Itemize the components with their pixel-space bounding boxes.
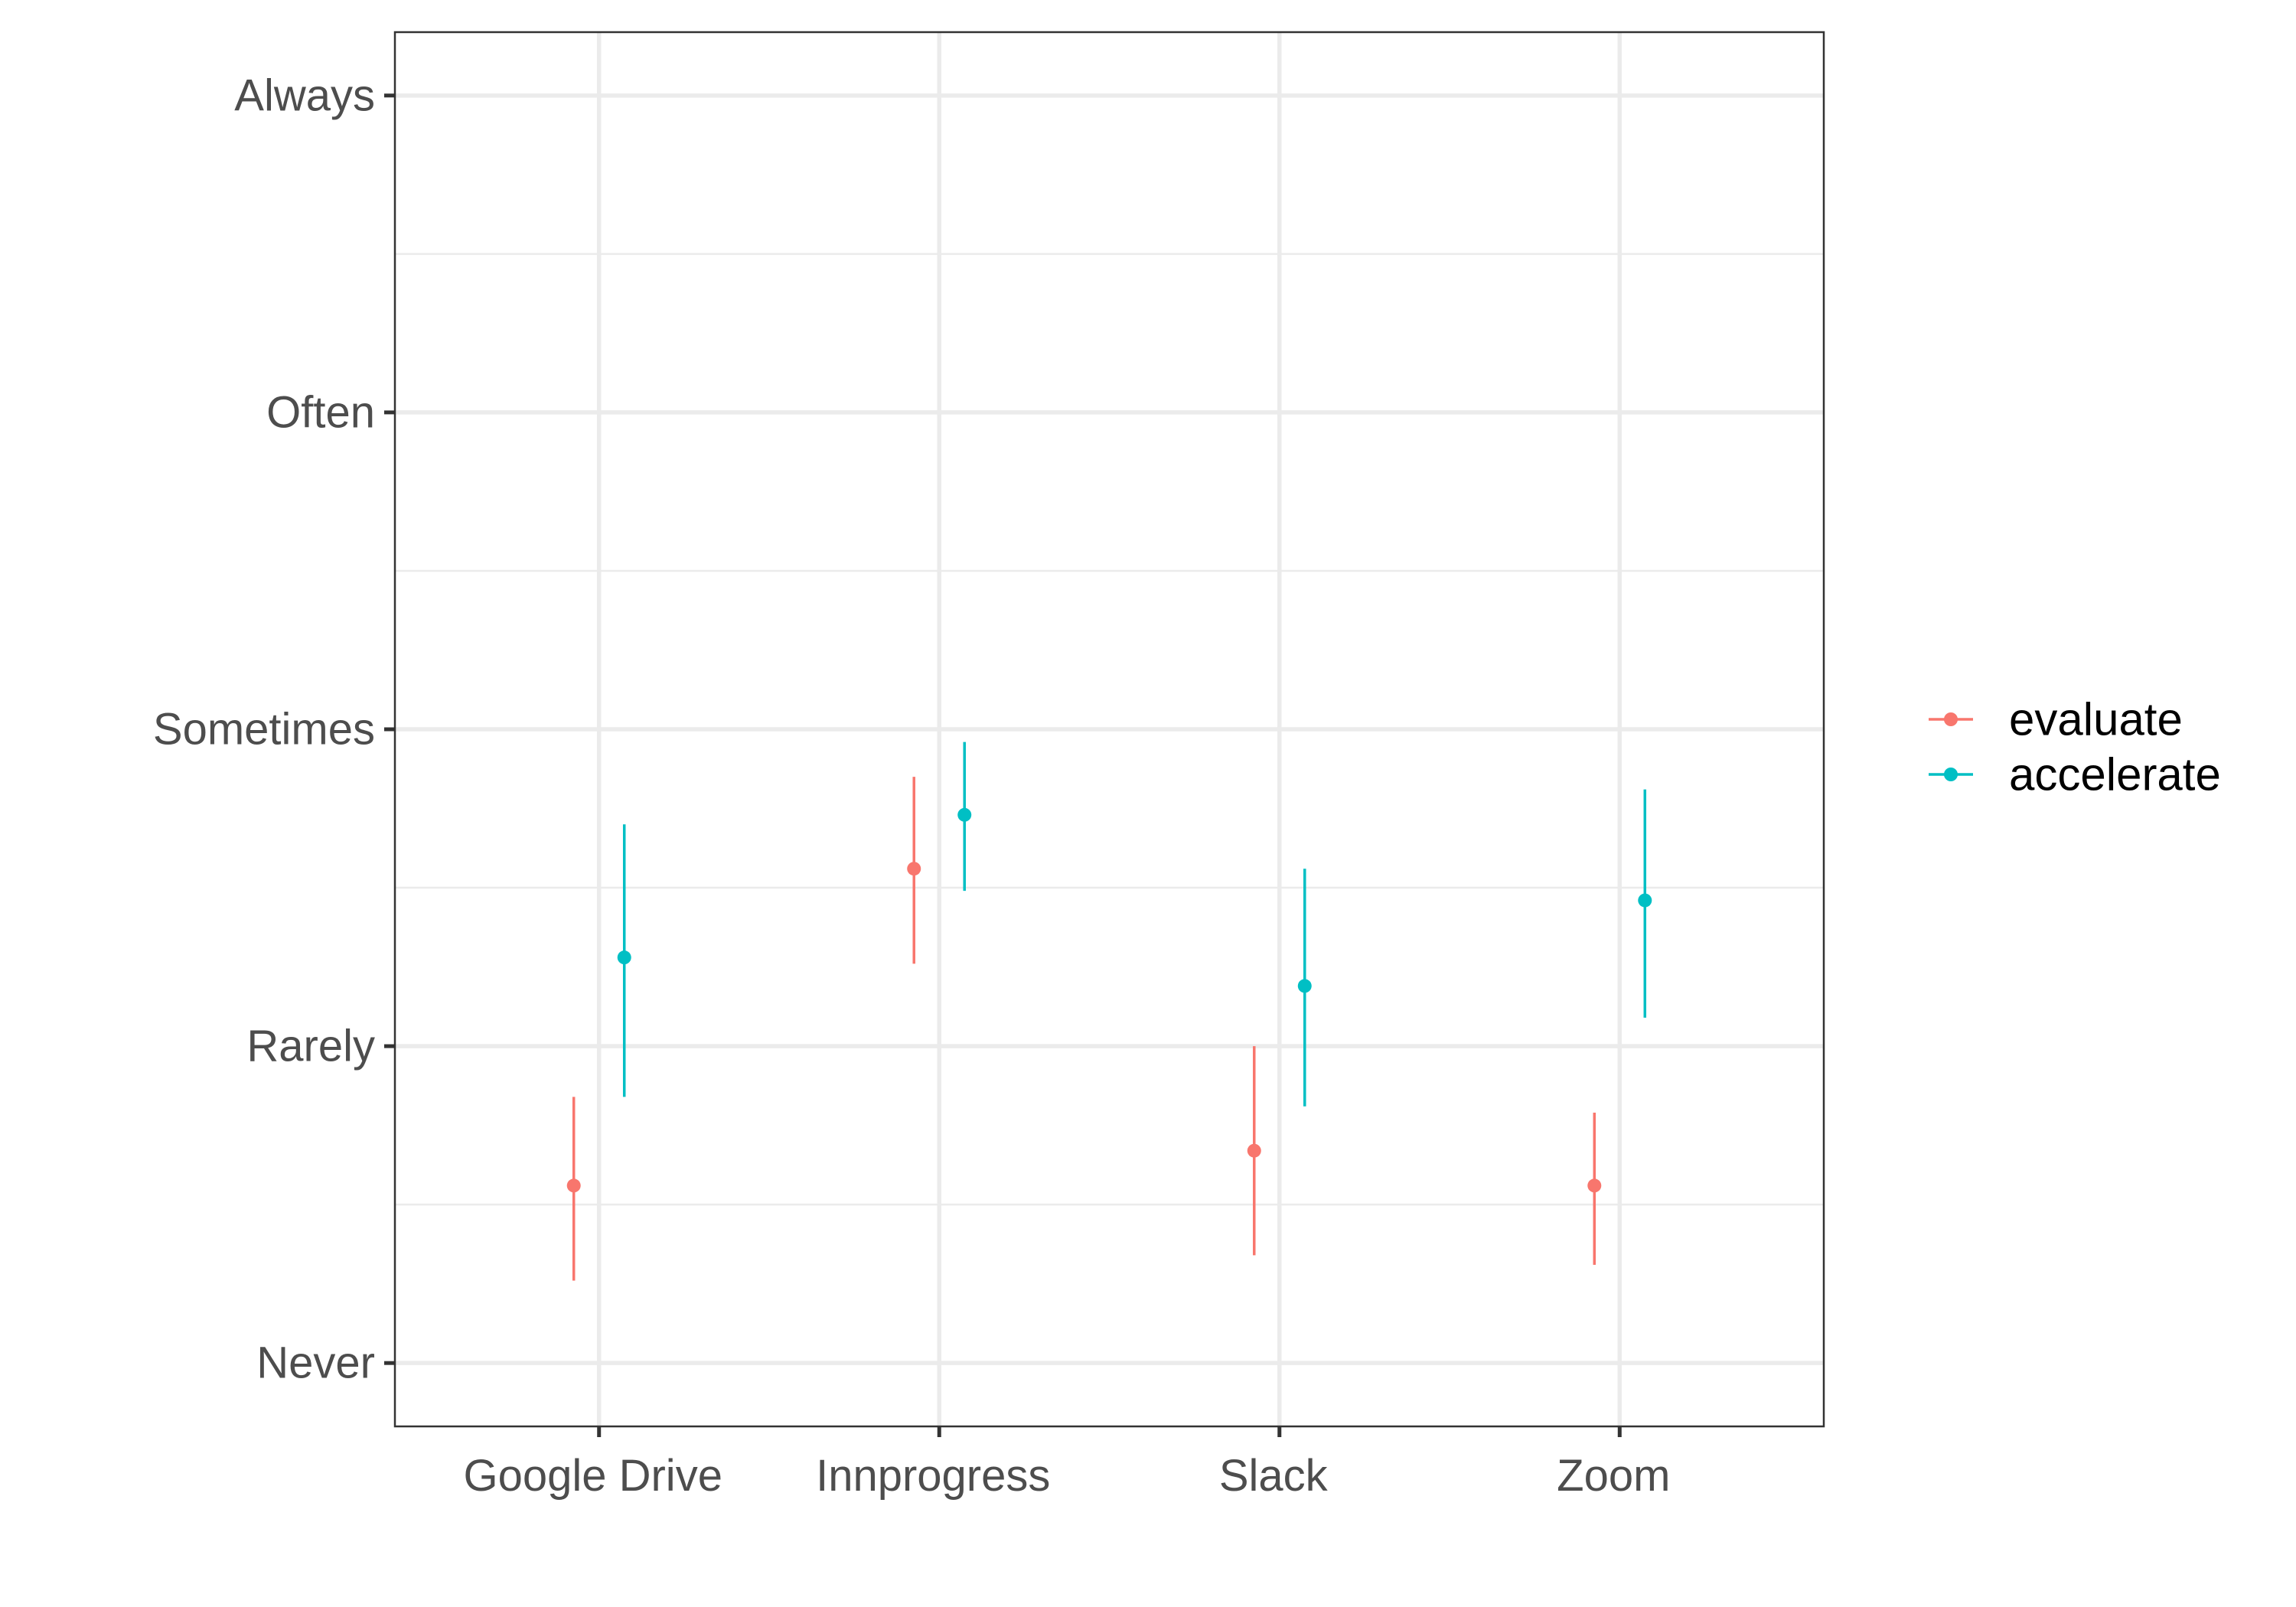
- x-tick-label: Google Drive: [463, 1451, 722, 1501]
- major-grid: [395, 32, 1824, 1426]
- point-evaluate: [907, 862, 921, 876]
- y-tick-label: Sometimes: [153, 705, 375, 755]
- legend-key-point: [1944, 768, 1958, 781]
- data-marks: [566, 742, 1652, 1281]
- point-evaluate: [566, 1178, 581, 1193]
- legend-key-point: [1944, 712, 1958, 726]
- y-tick-label: Rarely: [246, 1022, 375, 1071]
- point-evaluate: [1587, 1178, 1602, 1193]
- x-tick-label: Slack: [1219, 1451, 1329, 1501]
- y-axis: Never Rarely Sometimes Often Always: [153, 70, 395, 1388]
- legend-label: accelerate: [2009, 749, 2221, 800]
- point-accelerate: [957, 807, 972, 822]
- y-tick-label: Never: [256, 1338, 375, 1388]
- point-accelerate: [617, 950, 631, 965]
- y-tick-label: Always: [234, 70, 375, 120]
- point-evaluate: [1247, 1143, 1261, 1158]
- legend-label: evaluate: [2009, 694, 2183, 745]
- x-tick-label: Zoom: [1557, 1451, 1670, 1501]
- y-tick-label: Often: [266, 387, 375, 437]
- minor-grid: [395, 253, 1824, 1206]
- x-tick-label: Innprogress: [816, 1451, 1050, 1501]
- x-axis: Google Drive Innprogress Slack Zoom: [463, 1426, 1670, 1501]
- point-accelerate: [1297, 979, 1312, 993]
- point-accelerate: [1638, 893, 1652, 908]
